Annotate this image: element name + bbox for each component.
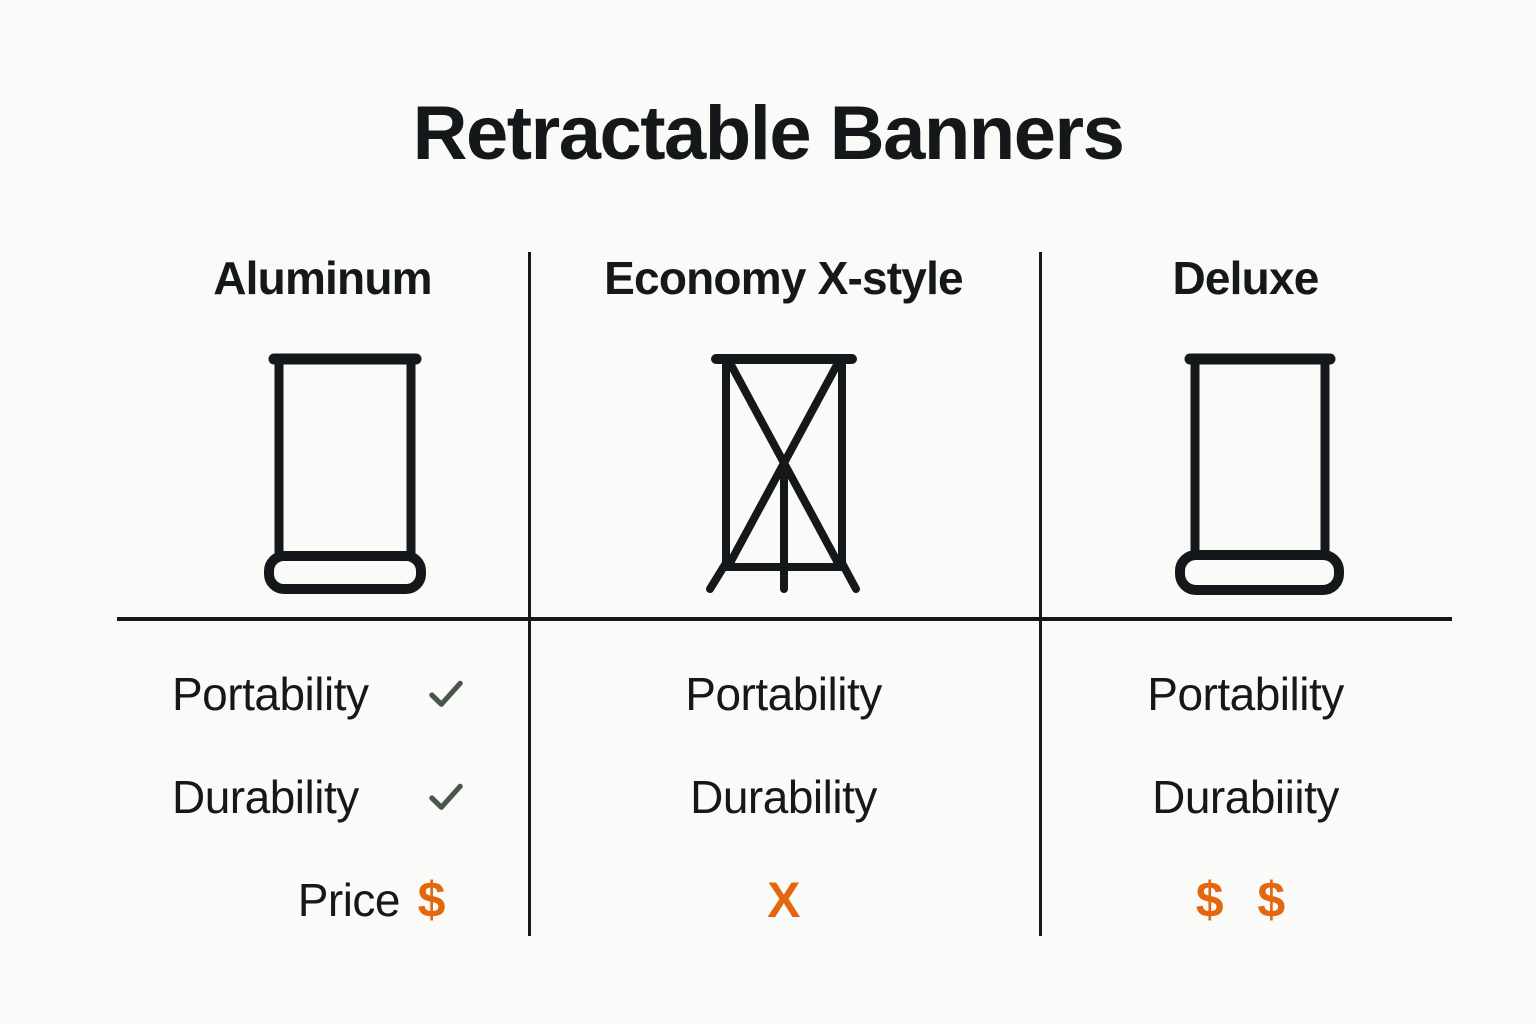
feature-list-economy-x-style: Portability Durability X [528, 642, 1039, 951]
dollar-sign-icon: $ [417, 871, 451, 928]
dollar-sign-icon: $ $ [1195, 871, 1296, 928]
retractable-banner-roll-up-icon [117, 332, 550, 597]
column-header-deluxe: Deluxe [1172, 252, 1319, 304]
feature-row: Portability [117, 642, 528, 745]
feature-label: Portability [1147, 667, 1344, 720]
retractable-banner-roll-up-icon [1039, 332, 1466, 597]
column-deluxe: Deluxe Portability Durabiiity [1039, 252, 1452, 936]
feature-label: Durability [172, 770, 359, 823]
check-icon [418, 674, 474, 714]
feature-label: Portability [172, 667, 369, 720]
feature-label: Durabiiity [1152, 770, 1339, 823]
column-header-aluminum: Aluminum [213, 252, 432, 304]
feature-row: Durability [528, 745, 1039, 848]
page-title: Retractable Banners [412, 91, 1125, 176]
x-style-banner-frame-icon [528, 332, 1039, 597]
column-divider-1 [528, 252, 531, 936]
column-divider-2 [1039, 252, 1042, 936]
column-aluminum: Aluminum Portability [117, 252, 528, 936]
feature-row: Portability [1039, 642, 1452, 745]
feature-label: Price [297, 873, 401, 926]
column-economy-x-style: Economy X-style [528, 252, 1039, 936]
check-icon [418, 777, 474, 817]
feature-label: Portability [685, 667, 882, 720]
price-rating: $ [406, 875, 462, 925]
feature-row-price: X [528, 848, 1039, 951]
x-cross-icon: X [767, 871, 800, 928]
header-section-divider [117, 617, 1452, 621]
feature-row-price: Price $ [117, 848, 528, 951]
feature-row: Durabiiity [1039, 745, 1452, 848]
comparison-grid-lines [117, 252, 1452, 936]
feature-list-aluminum: Portability Durability [117, 642, 528, 951]
feature-row-price: $ $ [1039, 848, 1452, 951]
column-header-economy-x-style: Economy X-style [604, 252, 963, 304]
feature-list-deluxe: Portability Durabiiity $ $ [1039, 642, 1452, 951]
comparison-columns: Aluminum Portability [117, 252, 1452, 936]
feature-row: Portability [528, 642, 1039, 745]
feature-label: Durability [690, 770, 877, 823]
feature-row: Durability [117, 745, 528, 848]
